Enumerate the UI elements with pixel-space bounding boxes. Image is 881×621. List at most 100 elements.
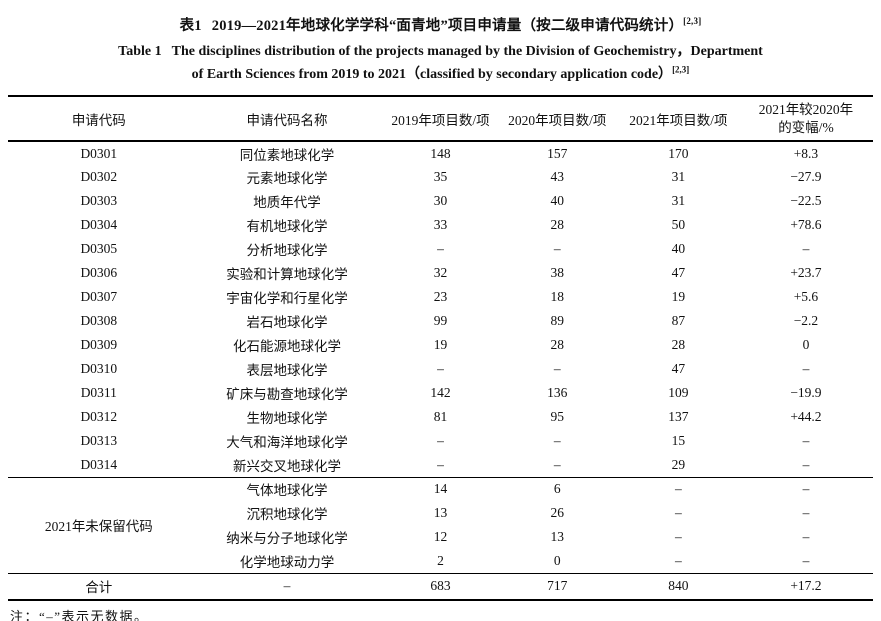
cell-name: 表层地球化学	[246, 363, 328, 379]
cell-code: D0308	[80, 313, 118, 329]
cell-name: 元素地球化学	[246, 171, 328, 187]
cell-y2021: 29	[671, 456, 686, 472]
cell-change: +44.2	[790, 409, 822, 425]
cell-change: −22.5	[790, 193, 822, 209]
caption-cn-text: 2019—2021年地球化学学科“面青地”项目申请量（按二级申请代码统计）	[211, 18, 684, 34]
cell-y2019: 33	[433, 217, 448, 233]
cell-y2019: –	[437, 241, 444, 257]
cell-y2021: 47	[671, 265, 686, 281]
cell-name: 纳米与分子地球化学	[226, 531, 348, 547]
table-row: 化学地球动力学 2 0 – –	[8, 549, 873, 573]
cell-code: D0309	[80, 337, 118, 353]
cell-y2020: –	[553, 433, 561, 449]
cell-y2021: 47	[671, 361, 686, 377]
cell-name: 气体地球化学	[246, 483, 328, 499]
table-row: 2021年未保留代码 气体地球化学 14 6 – –	[8, 477, 873, 534]
table-footnote: 注：“–”表示无数据。	[10, 609, 149, 621]
cell-change: –	[802, 456, 810, 472]
table-footer: 合计 – 683 717 840 +17.2	[8, 573, 873, 600]
projects-table: 申请代码 申请代码名称 2019年项目数/项 2020年项目数/项 2021年项…	[8, 95, 873, 602]
col-header-2019: 2019年项目数/项	[391, 112, 490, 128]
cell-y2021: –	[674, 481, 682, 497]
cell-change: −27.9	[790, 169, 822, 185]
col-header-2020: 2020年项目数/项	[508, 112, 607, 128]
cell-y2019: 35	[433, 169, 448, 185]
cell-y2020: –	[553, 456, 561, 472]
cell-name: 化石能源地球化学	[232, 339, 341, 355]
cell-y2021: –	[674, 505, 682, 521]
cell-y2020: 6	[553, 481, 561, 497]
cell-code: D0314	[80, 456, 118, 472]
cell-y2019: 23	[433, 289, 448, 305]
caption-en-line1: Table 1 The disciplines distribution of t…	[118, 44, 763, 59]
table-row: 沉积地球化学 13 26 – –	[8, 501, 873, 525]
table-row: D0312 生物地球化学 81 95 137 +44.2	[8, 405, 873, 429]
cell-name: 分析地球化学	[246, 243, 328, 259]
header-row: 申请代码 申请代码名称 2019年项目数/项 2020年项目数/项 2021年项…	[8, 96, 873, 142]
table-row: D0309 化石能源地球化学 19 28 28 0	[8, 333, 873, 357]
cell-y2021: 31	[671, 169, 686, 185]
caption-en-label: Table 1	[118, 44, 162, 59]
cell-y2019: –	[437, 361, 444, 377]
cell-name: 宇宙化学和行星化学	[226, 291, 348, 307]
cell-name: 地质年代学	[253, 195, 321, 211]
cell-name: 矿床与勘查地球化学	[226, 387, 348, 403]
cell-y2019: 12	[433, 529, 448, 545]
cell-y2019: 81	[433, 409, 448, 425]
table-row: D0305 分析地球化学 – – 40 –	[8, 237, 873, 261]
cell-name: 大气和海洋地球化学	[226, 435, 348, 451]
cell-change: –	[802, 552, 810, 568]
cell-name: 实验和计算地球化学	[226, 267, 348, 283]
cell-y2020: 157	[547, 145, 568, 161]
table-row: D0310 表层地球化学 – – 47 –	[8, 357, 873, 381]
cell-change: +78.6	[790, 217, 822, 233]
col-header-name: 申请代码名称	[246, 112, 328, 128]
table-row: D0311 矿床与勘查地球化学 142 136 109 −19.9	[8, 381, 873, 405]
cell-y2020: 26	[550, 505, 565, 521]
caption-en-line2: of Earth Sciences from 2019 to 2021（clas…	[191, 64, 690, 83]
cell-code: D0306	[80, 265, 118, 281]
caption-en-reference: [2,3]	[672, 64, 690, 75]
cell-y2019: 13	[433, 505, 448, 521]
cell-y2019: 32	[433, 265, 448, 281]
cell-y2020: 0	[553, 552, 561, 568]
cell-name: 生物地球化学	[246, 411, 328, 427]
cell-change: –	[802, 361, 810, 377]
table-row: 纳米与分子地球化学 12 13 – –	[8, 525, 873, 549]
cell-code: D0310	[80, 361, 118, 377]
col-header-code: 申请代码	[71, 112, 126, 128]
cell-name: 沉积地球化学	[246, 507, 328, 523]
cell-y2020: 136	[547, 385, 568, 401]
table-header: 申请代码 申请代码名称 2019年项目数/项 2020年项目数/项 2021年项…	[8, 96, 873, 142]
cell-y2020: –	[553, 241, 561, 257]
cell-y2019: 99	[433, 313, 448, 329]
cell-name: 新兴交叉地球化学	[232, 458, 341, 474]
cell-code: D0302	[80, 169, 118, 185]
cell-name: 岩石地球化学	[246, 315, 328, 331]
cell-code: D0312	[80, 409, 118, 425]
cell-change: –	[802, 505, 810, 521]
table-row: D0301 同位素地球化学 148 157 170 +8.3	[8, 141, 873, 165]
table-caption-en: Table 1 The disciplines distribution of t…	[8, 40, 873, 86]
cell-y2020: 18	[550, 289, 565, 305]
cell-y2021: 40	[671, 241, 686, 257]
cell-change: 0	[802, 337, 810, 353]
cell-y2019: –	[437, 456, 444, 472]
cell-y2021: 19	[671, 289, 686, 305]
table-row: D0304 有机地球化学 33 28 50 +78.6	[8, 213, 873, 237]
caption-cn-label: 表1	[179, 18, 202, 34]
cell-total-2020: 717	[547, 578, 568, 594]
cell-y2020: 28	[550, 217, 565, 233]
cell-y2020: 40	[550, 193, 565, 209]
caption-cn-reference: [2,3]	[683, 16, 702, 27]
cell-y2021: 28	[671, 337, 686, 353]
cell-y2021: –	[674, 529, 682, 545]
cell-name: 化学地球动力学	[239, 554, 335, 570]
cell-y2021: 170	[668, 145, 689, 161]
cell-name: 同位素地球化学	[239, 147, 335, 163]
table-row: D0306 实验和计算地球化学 32 38 47 +23.7	[8, 261, 873, 285]
cell-y2021: 15	[671, 433, 686, 449]
cell-y2019: 19	[433, 337, 448, 353]
cell-change: –	[802, 433, 810, 449]
cell-group-label: 2021年未保留代码	[44, 519, 153, 535]
